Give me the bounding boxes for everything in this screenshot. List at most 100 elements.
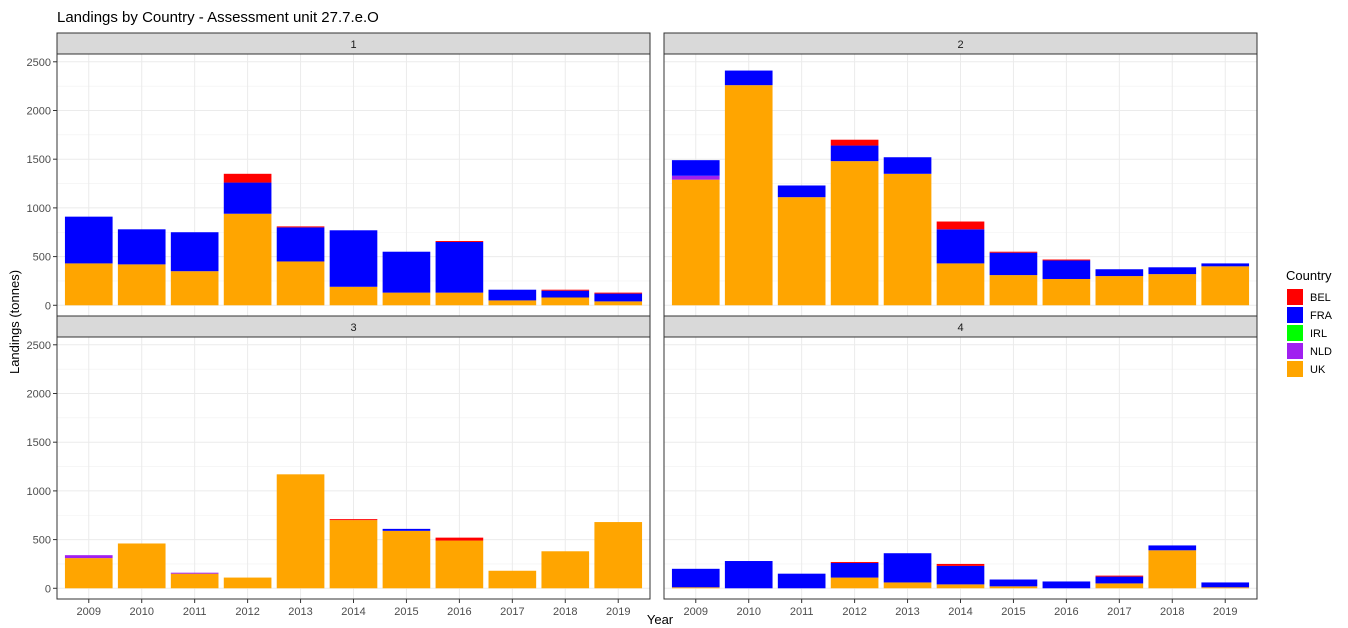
legend-swatch [1287,343,1303,359]
bar-uk-2009 [671,179,720,306]
panel-2: 2 [663,32,1258,317]
legend-item-uk: UK [1287,361,1326,377]
bar-uk-2013 [883,582,932,589]
facet-strip-label: 4 [957,322,963,334]
bar-uk-2016 [435,540,484,589]
bar-fra-2016 [435,241,484,293]
bar-uk-2012 [830,161,879,306]
bars [64,474,643,589]
bar-nld-2011 [170,572,219,574]
bar-uk-2014 [329,286,378,306]
bar-bel-2014 [936,221,985,230]
bar-bel-2016 [435,537,484,541]
bar-fra-2019 [594,293,643,302]
legend-item-nld: NLD [1287,343,1332,359]
bar-uk-2018 [541,551,590,589]
y-tick-label: 1500 [27,437,51,449]
bar-uk-2014 [329,520,378,589]
bar-uk-2009 [64,558,113,589]
y-tick-label: 0 [45,583,51,595]
legend: Country BEL FRA IRL NLD UK [1286,268,1333,377]
facet-strip-label: 1 [350,39,356,51]
y-tick-label: 1000 [27,203,51,215]
x-tick-label: 2017 [500,606,524,618]
x-tick-label: 2011 [790,606,814,618]
x-tick-label: 2016 [1054,606,1078,618]
legend-label: UK [1310,364,1326,376]
bar-fra-2011 [777,573,826,589]
x-tick-label: 2009 [684,606,708,618]
bar-uk-2015 [382,530,431,589]
bar-bel-2012 [830,561,879,563]
bar-uk-2013 [276,261,325,306]
bar-uk-2014 [936,584,985,589]
legend-item-fra: FRA [1287,307,1333,323]
x-tick-label: 2014 [341,606,365,618]
bar-fra-2019 [1201,582,1250,588]
bar-fra-2010 [117,229,166,265]
bar-bel-2015 [989,251,1038,253]
bar-uk-2012 [223,213,272,306]
bar-uk-2010 [117,543,166,589]
x-tick-label: 2011 [183,606,207,618]
legend-title: Country [1286,268,1332,283]
facet-strip-label: 3 [350,322,356,334]
bar-uk-2015 [989,275,1038,306]
bar-uk-2010 [117,264,166,306]
y-tick-label: 1000 [27,486,51,498]
bar-uk-2019 [1201,587,1250,589]
x-tick-label: 2019 [606,606,630,618]
bar-fra-2017 [488,289,537,301]
x-axis-label: Year [647,612,674,627]
bar-fra-2019 [1201,263,1250,267]
bar-uk-2009 [671,587,720,589]
bar-uk-2019 [594,522,643,589]
legend-label: BEL [1310,292,1331,304]
bar-uk-2009 [64,263,113,306]
legend-swatch [1287,325,1303,341]
bar-fra-2012 [830,562,879,578]
y-tick-label: 1500 [27,154,51,166]
bar-uk-2015 [382,292,431,306]
bar-bel-2016 [1042,259,1091,261]
bar-fra-2018 [541,290,590,298]
chart-title: Landings by Country - Assessment unit 27… [57,9,379,26]
panel-3: 3 [56,315,651,600]
bar-fra-2011 [170,232,219,272]
y-tick-label: 2500 [27,57,51,69]
bars [671,545,1250,589]
x-axes: 2009 2010 2011 2012 2013 2014 2015 2016 2017 2018… [77,599,1237,618]
bar-fra-2015 [382,528,431,531]
bar-fra-2016 [1042,260,1091,279]
bars [671,70,1250,306]
bar-fra-2010 [724,70,773,86]
legend-label: NLD [1310,346,1332,358]
y-tick-label: 2500 [27,340,51,352]
bar-uk-2018 [1148,550,1197,589]
x-tick-label: 2012 [235,606,259,618]
bar-bel-2016 [435,241,484,242]
bar-nld-2009 [64,555,113,559]
bar-fra-2017 [1095,576,1144,584]
bar-uk-2017 [1095,583,1144,589]
legend-swatch [1287,289,1303,305]
bar-uk-2013 [276,474,325,589]
bar-uk-2011 [170,271,219,306]
x-tick-label: 2012 [842,606,866,618]
x-tick-label: 2014 [948,606,972,618]
bar-nld-2009 [671,175,720,180]
x-tick-label: 2009 [77,606,101,618]
bar-fra-2014 [329,230,378,287]
legend-swatch [1287,307,1303,323]
bar-fra-2009 [671,568,720,588]
bar-fra-2017 [1095,269,1144,277]
bar-fra-2014 [936,229,985,264]
bar-fra-2016 [1042,581,1091,589]
x-tick-label: 2010 [736,606,760,618]
legend-label: FRA [1310,310,1333,322]
y-tick-label: 500 [33,252,51,264]
bar-uk-2011 [777,197,826,306]
bar-fra-2015 [382,251,431,293]
y-tick-label: 500 [33,535,51,547]
x-tick-label: 2015 [394,606,418,618]
